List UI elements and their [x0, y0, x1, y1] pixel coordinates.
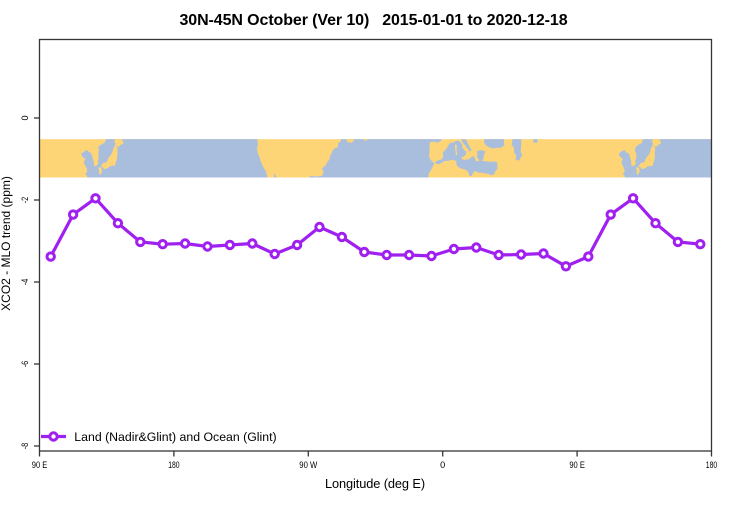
svg-text:90 E: 90 E [32, 460, 48, 470]
svg-text:-8: -8 [20, 443, 30, 450]
svg-text:Land (Nadir&Glint) and Ocean (: Land (Nadir&Glint) and Ocean (Glint) [74, 430, 276, 444]
svg-text:0: 0 [20, 115, 30, 120]
svg-text:XCO2 - MLO trend (ppm): XCO2 - MLO trend (ppm) [0, 176, 13, 311]
svg-text:90 E: 90 E [569, 460, 585, 470]
svg-text:180: 180 [168, 460, 179, 470]
svg-text:180: 180 [706, 460, 717, 470]
svg-text:30N-45N October (Ver 10) 201: 30N-45N October (Ver 10) 2015-01-01 to 2… [180, 12, 568, 29]
svg-text:0: 0 [440, 460, 445, 470]
svg-text:90 W: 90 W [299, 460, 317, 470]
svg-text:-2: -2 [20, 197, 30, 204]
svg-text:-6: -6 [20, 361, 30, 368]
svg-text:-4: -4 [20, 279, 30, 286]
svg-text:Longitude (deg E): Longitude (deg E) [325, 476, 425, 491]
